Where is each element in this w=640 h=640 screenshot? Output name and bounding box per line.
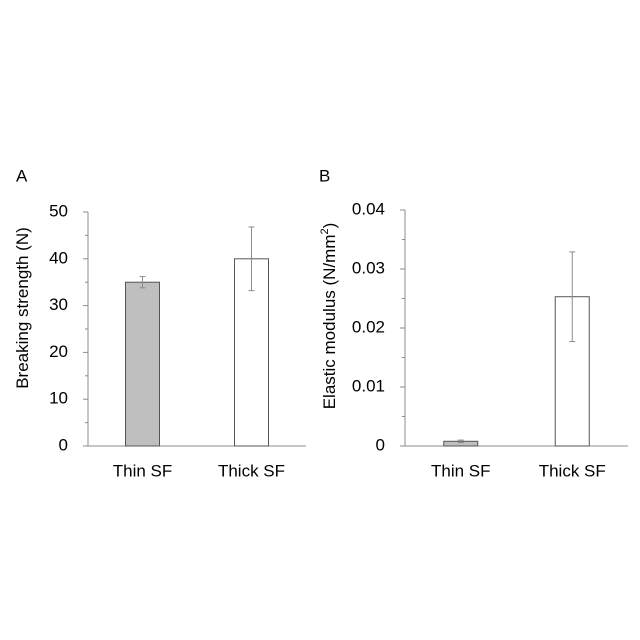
y-axis-title-suffix: ) xyxy=(320,223,339,229)
x-category-label: Thin SF xyxy=(431,461,491,480)
y-tick-label: 10 xyxy=(49,389,68,408)
panel-b-chart: B 0 0.01 0.02 0.03 0.04 Thin SF Thick SF Elastic… xyxy=(319,166,628,480)
y-tick-label: 40 xyxy=(49,248,68,267)
y-axis-title-text: Elastic modulus (N/mm xyxy=(320,235,339,410)
panel-label: A xyxy=(16,166,28,185)
y-tick-label: 20 xyxy=(49,342,68,361)
y-tick-label: 0 xyxy=(59,435,68,454)
y-tick-label: 0.03 xyxy=(352,258,385,277)
y-tick-label: 30 xyxy=(49,295,68,314)
y-tick-label: 0.04 xyxy=(352,199,385,218)
y-axis-title: Breaking strength (N) xyxy=(13,227,32,389)
panel-a-chart: A 0 10 20 30 40 50 Thin SF Thick SF Breaking stre… xyxy=(13,166,306,480)
y-axis-title-text: Breaking strength (N) xyxy=(13,227,32,389)
x-category-label: Thick SF xyxy=(539,461,606,480)
y-tick-label: 0 xyxy=(376,435,385,454)
y-axis-title: Elastic modulus (N/mm2) xyxy=(319,223,340,410)
y-tick-label: 50 xyxy=(49,201,68,220)
bar-thin-sf xyxy=(126,282,160,446)
y-tick-label: 0.01 xyxy=(352,376,385,395)
figure: A 0 10 20 30 40 50 Thin SF Thick SF Breaking stre… xyxy=(0,0,640,640)
x-category-label: Thick SF xyxy=(218,461,285,480)
y-tick-label: 0.02 xyxy=(352,317,385,336)
panel-label: B xyxy=(319,166,330,185)
x-category-label: Thin SF xyxy=(113,461,173,480)
